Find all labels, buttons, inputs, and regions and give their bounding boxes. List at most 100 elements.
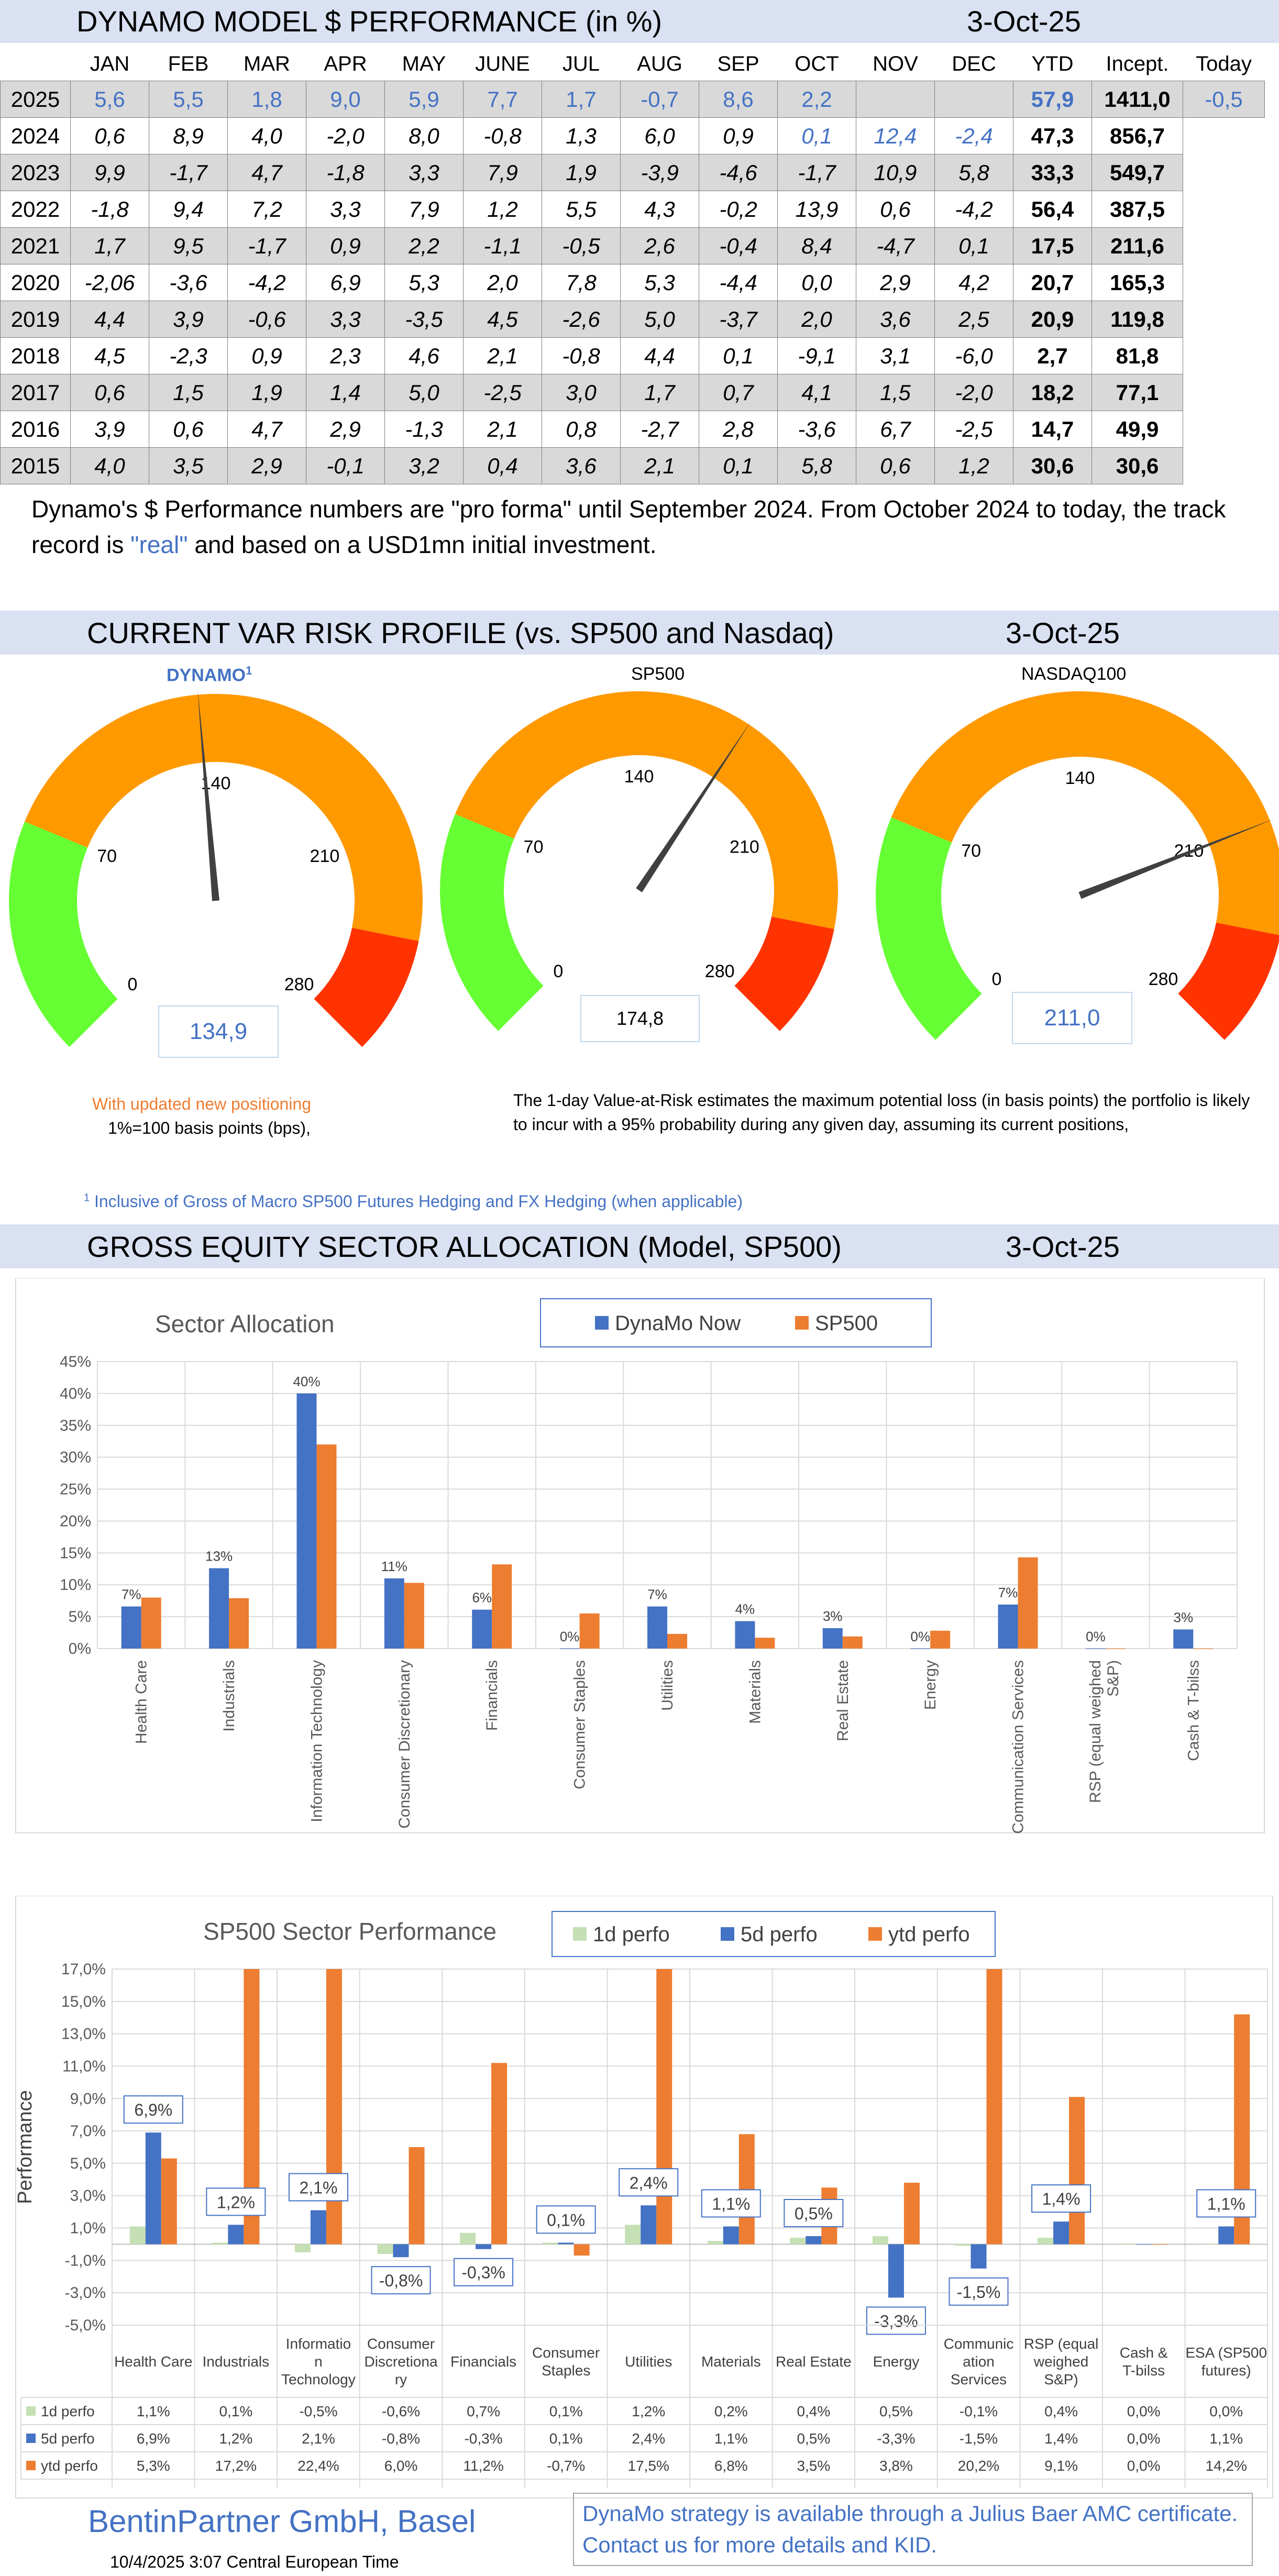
month-cell: 5,5 <box>542 191 621 228</box>
gauge-tick-label: 0 <box>553 961 563 981</box>
gauge-needle <box>636 720 752 892</box>
month-cell: 4,0 <box>70 447 149 484</box>
gauge-tick-label: 210 <box>310 846 340 866</box>
today-cell <box>1183 301 1265 338</box>
bar-1d-perfo <box>625 2225 641 2245</box>
bar-sp500 <box>842 1636 863 1649</box>
legend-label: 5d perfo <box>741 1923 818 1946</box>
bar-ytd-perfo <box>738 2134 755 2245</box>
table-series-name: ytd perfo <box>41 2458 98 2474</box>
month-cell: -2,0 <box>306 117 385 154</box>
month-cell: 5,8 <box>934 154 1013 191</box>
month-cell: 2,0 <box>777 301 856 338</box>
bar-ytd-perfo <box>574 2244 590 2256</box>
gauge-zone-red <box>1178 922 1279 1040</box>
month-cell: -0,4 <box>699 227 778 264</box>
section-date: 3-Oct-25 <box>1006 616 1120 649</box>
month-cell: 0,6 <box>856 447 935 484</box>
bar-data-label: -1,5% <box>957 2283 1001 2302</box>
table-value: 11,2% <box>463 2458 503 2474</box>
month-cell: 2,2 <box>384 227 464 264</box>
category-label: Communication Services <box>1010 1660 1027 1834</box>
y-tick-label: 15% <box>60 1544 91 1562</box>
month-cell: -1,7 <box>227 227 306 264</box>
table-category-label: Utilities <box>625 2353 672 2370</box>
month-cell: 2,3 <box>306 337 385 374</box>
month-cell: 4,3 <box>620 191 699 228</box>
gauge-tick-label: 70 <box>961 841 981 861</box>
month-cell: 9,9 <box>70 154 149 191</box>
month-cell: 0,1 <box>699 447 778 484</box>
month-cell: -4,6 <box>699 154 778 191</box>
today-cell <box>1183 411 1265 448</box>
bar-5d-perfo <box>806 2236 822 2245</box>
bar-1d-perfo <box>294 2244 311 2252</box>
month-cell: 1,4 <box>306 374 385 411</box>
data-label-box <box>536 2205 596 2234</box>
legend-label: DynaMo Now <box>615 1312 741 1335</box>
table-category-label: Financials <box>450 2353 516 2370</box>
gauge-title-nasdaq: NASDAQ100 <box>1021 664 1127 684</box>
month-cell: 6,0 <box>620 117 699 154</box>
month-cell: -2,06 <box>70 264 149 301</box>
category-label: Consumer Discretionary <box>396 1660 413 1829</box>
gauge-zone-green <box>9 821 118 1047</box>
month-cell: 12,4 <box>856 117 935 154</box>
inception-cell: 119,8 <box>1091 301 1183 338</box>
year-cell: 2021 <box>0 227 71 264</box>
bar-ytd-perfo <box>409 2147 425 2245</box>
month-cell: 3,6 <box>856 301 935 338</box>
note-text-2: and based on a USD1mn initial investment… <box>188 531 657 558</box>
y-tick-label: 15,0% <box>61 1993 106 2010</box>
table-value: 3,8% <box>879 2458 913 2474</box>
table-row: 2022 -1,8 9,4 7,2 3,3 7,9 1,2 5,5 4,3 -0,2 13,9 0,6… <box>0 191 1265 228</box>
y-tick-label: -1,0% <box>65 2252 106 2269</box>
today-cell <box>1183 264 1265 301</box>
table-category-label: Health Care <box>114 2353 192 2370</box>
table-row: 2019 4,4 3,9 -0,6 3,3 -3,5 4,5 -2,6 5,0 -3,7 2,0 3,… <box>0 301 1265 338</box>
bar-dynamo-now <box>647 1606 667 1649</box>
section-title: GROSS EQUITY SECTOR ALLOCATION (Model, S… <box>87 1230 842 1263</box>
month-cell: 5,5 <box>149 81 228 118</box>
month-cell: 1,2 <box>463 191 542 228</box>
y-tick-label: 7,0% <box>70 2122 106 2140</box>
table-value: 1,1% <box>714 2430 748 2447</box>
month-cell: 8,0 <box>384 117 464 154</box>
month-cell: 3,5 <box>149 447 228 484</box>
table-value: 0,0% <box>1127 2458 1161 2474</box>
bar-data-label: 3% <box>1174 1609 1194 1625</box>
inception-cell: 30,6 <box>1091 447 1183 484</box>
bar-1d-perfo <box>460 2232 476 2245</box>
month-cell: 7,9 <box>463 154 542 191</box>
data-label-box <box>371 2266 431 2295</box>
table-value: 1,1% <box>137 2403 170 2419</box>
year-cell: 2025 <box>0 81 71 118</box>
category-label: RSP (equal weighed S&P) <box>1087 1660 1122 1803</box>
month-cell: 6,7 <box>856 411 935 448</box>
category-label: Energy <box>922 1660 939 1710</box>
month-cell: -2,0 <box>934 374 1013 411</box>
gauge-zone-orange <box>455 691 838 930</box>
month-cell: 0,1 <box>699 337 778 374</box>
table-value: 22,4% <box>297 2458 339 2474</box>
bar-1d-perfo <box>955 2244 971 2246</box>
section-header-sector: GROSS EQUITY SECTOR ALLOCATION (Model, S… <box>0 1224 1279 1268</box>
bar-dynamo-now <box>209 1568 229 1649</box>
company-name: BentinPartner GmbH, Basel <box>88 2504 476 2539</box>
month-cell: -2,7 <box>620 411 699 448</box>
month-cell: -1,7 <box>149 154 228 191</box>
bar-data-label: 7% <box>647 1587 667 1602</box>
table-value: 0,2% <box>714 2403 748 2419</box>
gauge-tick-label: 140 <box>624 767 654 787</box>
table-row: 2025 5,6 5,5 1,8 9,0 5,9 7,7 1,7 -0,7 8,6 2,2 57,9 1… <box>0 81 1265 118</box>
month-cell: 3,1 <box>856 337 935 374</box>
bar-1d-perfo <box>1120 2244 1136 2245</box>
table-value: 0,0% <box>1127 2403 1161 2419</box>
data-label-box <box>866 2306 926 2335</box>
bar-5d-perfo <box>310 2210 326 2245</box>
y-tick-label: 25% <box>60 1481 91 1498</box>
bar-5d-perfo <box>476 2244 492 2249</box>
bar-sp500 <box>930 1630 951 1649</box>
bar-sp500 <box>229 1598 249 1649</box>
gauge-tick-label: 70 <box>524 837 544 857</box>
